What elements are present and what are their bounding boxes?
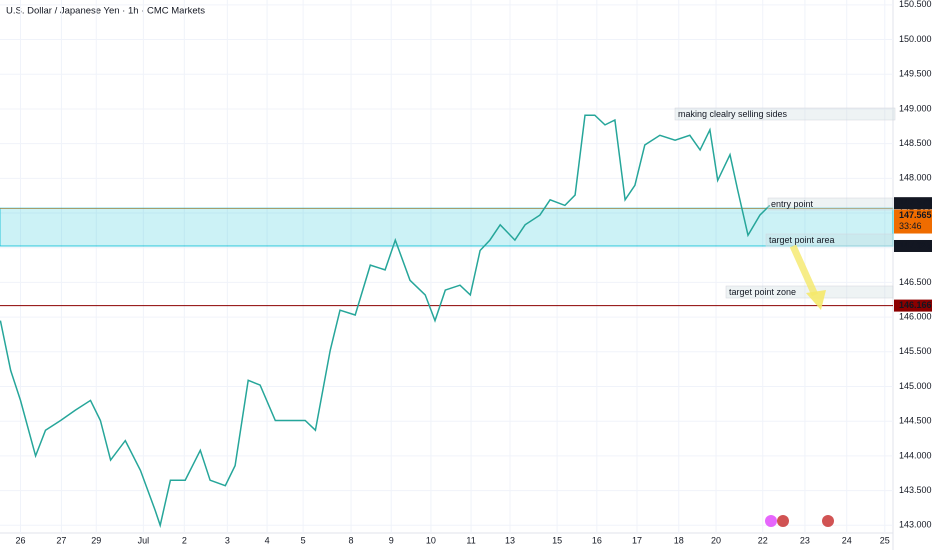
x-tick-label: 4 <box>265 535 270 545</box>
x-tick-label: 20 <box>711 535 721 545</box>
x-tick-label: 27 <box>56 535 66 545</box>
price-tag <box>894 299 932 312</box>
x-tick-label: 16 <box>592 535 602 545</box>
y-tick-label: 144.500 <box>899 416 932 426</box>
y-tick-label: 146.000 <box>899 311 932 321</box>
y-tick-label: 146.500 <box>899 277 932 287</box>
price-tag <box>894 239 932 252</box>
x-tick-label: 24 <box>842 535 852 545</box>
y-tick-label: 150.000 <box>899 34 932 44</box>
x-tick-label: 17 <box>632 535 642 545</box>
event-icon[interactable] <box>777 515 789 527</box>
annotation: target point area <box>769 235 835 245</box>
price-tag <box>894 197 932 210</box>
x-tick-label: 10 <box>426 535 436 545</box>
y-tick-label: 149.500 <box>899 69 932 79</box>
y-tick-label: 143.500 <box>899 485 932 495</box>
x-tick-label: 29 <box>91 535 101 545</box>
annotation: target point zone <box>729 287 796 297</box>
y-tick-label: 143.000 <box>899 520 932 530</box>
y-tick-label: 145.000 <box>899 381 932 391</box>
event-icon[interactable] <box>822 515 834 527</box>
x-tick-label: 3 <box>225 535 230 545</box>
y-tick-label: 144.000 <box>899 450 932 460</box>
countdown: 33:46 <box>899 221 922 231</box>
x-tick-label: 18 <box>674 535 684 545</box>
y-tick-label: 148.500 <box>899 138 932 148</box>
x-tick-label: Jul <box>138 535 150 545</box>
x-tick-label: 15 <box>552 535 562 545</box>
x-tick-label: 5 <box>301 535 306 545</box>
x-tick-label: 23 <box>800 535 810 545</box>
y-tick-label: 150.500 <box>899 0 932 9</box>
price-tag-label: 146.166 <box>899 300 932 310</box>
y-tick-label: 145.500 <box>899 346 932 356</box>
price-tag <box>894 209 932 234</box>
x-tick-label: 2 <box>182 535 187 545</box>
x-tick-label: 9 <box>389 535 394 545</box>
price-line <box>0 114 771 529</box>
annotation-box <box>765 233 894 247</box>
y-tick-label: 149.000 <box>899 103 932 113</box>
x-tick-label: 26 <box>15 535 25 545</box>
zone <box>0 207 894 247</box>
x-tick-label: 22 <box>758 535 768 545</box>
price-tag-label: 147.570 <box>899 198 932 208</box>
annotation-box <box>674 107 896 121</box>
price-tag-label: 147.025 <box>899 240 932 250</box>
event-icon[interactable] <box>765 515 777 527</box>
annotation: making clealry selling sides <box>678 109 788 119</box>
price-tag-label: 147.565 <box>899 210 932 220</box>
x-tick-label: 25 <box>880 535 890 545</box>
chart-title: U.S. Dollar / Japanese Yen · 1h · CMC Ma… <box>6 6 205 17</box>
x-tick-label: 11 <box>466 535 475 545</box>
x-tick-label: 13 <box>505 535 515 545</box>
y-tick-label: 148.000 <box>899 173 932 183</box>
arrow <box>789 244 819 297</box>
x-tick-label: 8 <box>349 535 354 545</box>
annotation-box <box>767 197 894 211</box>
arrow-head <box>806 290 826 310</box>
annotation: entry point <box>771 199 814 209</box>
